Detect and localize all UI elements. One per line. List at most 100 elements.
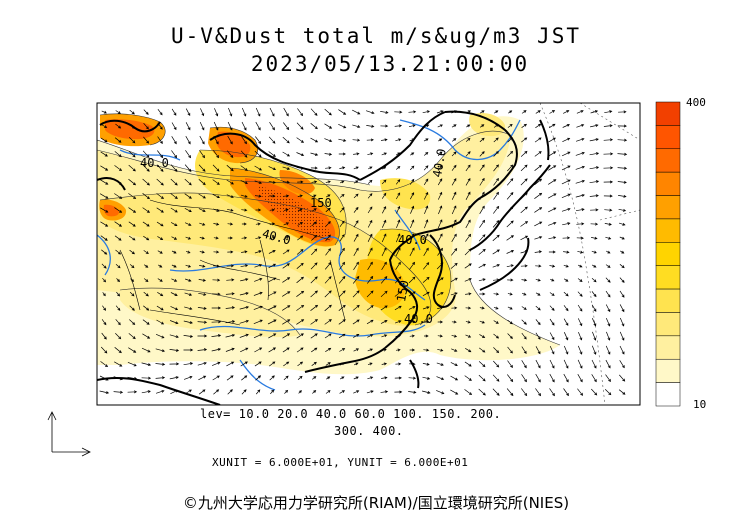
wind-arrow [213, 121, 219, 131]
wind-arrow [171, 236, 178, 240]
wind-arrow [548, 221, 557, 226]
wind-arrow [603, 152, 614, 156]
wind-arrow [127, 390, 138, 394]
wind-arrow [563, 264, 569, 268]
wind-arrow [352, 275, 360, 284]
wind-arrow [422, 306, 430, 310]
wind-arrow [423, 320, 430, 324]
wind-arrow [352, 304, 360, 311]
wind-arrow [353, 247, 359, 256]
wind-arrow [493, 306, 499, 310]
wind-arrow [492, 374, 500, 382]
wind-arrow [506, 249, 515, 254]
wind-arrow [100, 346, 108, 354]
wind-arrow [520, 250, 529, 254]
lat-lon-grid [539, 103, 640, 405]
wind-arrow [353, 261, 359, 270]
wind-arrow [353, 220, 359, 228]
wind-arrow [423, 262, 430, 270]
wind-arrow [424, 205, 429, 215]
wind-arrow [395, 348, 401, 352]
wind-arrow [591, 264, 597, 268]
wind-arrow [185, 250, 191, 254]
wind-arrow [605, 359, 611, 369]
wind-arrow [589, 166, 600, 170]
wind-arrow [171, 250, 177, 254]
wind-arrow [380, 320, 388, 324]
wind-arrow [520, 178, 528, 186]
wind-arrow [155, 362, 166, 366]
wind-arrow [451, 320, 457, 324]
wind-arrow [409, 192, 415, 200]
wind-arrow [423, 191, 429, 200]
wind-arrow [492, 388, 500, 396]
wind-arrow [311, 221, 317, 227]
wind-arrow [253, 291, 263, 296]
contour-levels-line2: 300. 400. [334, 424, 404, 438]
wind-arrow [605, 277, 611, 283]
wind-arrow [478, 388, 486, 396]
wind-arrow [422, 390, 431, 394]
wind-arrow [465, 306, 472, 310]
wind-arrow [549, 388, 555, 397]
wind-arrow [155, 376, 166, 380]
wind-arrow [381, 219, 387, 228]
wind-arrow [338, 290, 346, 298]
wind-arrow [493, 360, 500, 368]
wind-arrow [338, 319, 346, 325]
wind-arrow [143, 264, 149, 268]
wind-arrow [451, 151, 457, 157]
rivers [97, 119, 521, 391]
wind-arrow [200, 108, 205, 117]
wind-arrow [451, 219, 457, 229]
wind-arrow [506, 192, 514, 200]
wind-arrow [561, 165, 571, 171]
wind-arrow [367, 261, 373, 270]
wind-arrow [114, 361, 123, 367]
wind-arrow [212, 208, 220, 212]
wind-arrow [157, 236, 164, 240]
wind-arrow [184, 389, 192, 395]
wind-arrow [143, 278, 149, 282]
wind-arrow [619, 290, 625, 298]
wind-arrow [465, 151, 471, 157]
wind-arrow [506, 220, 514, 228]
province-boundaries [119, 199, 346, 326]
wind-arrow [240, 165, 248, 171]
wind-arrow [521, 319, 527, 325]
wind-arrow [338, 275, 346, 284]
wind-arrow [198, 389, 206, 395]
wind-arrow [297, 194, 303, 198]
wind-arrow [451, 306, 458, 310]
wind-arrow [605, 374, 611, 382]
wind-arrow [437, 164, 443, 171]
wind-arrow [324, 108, 332, 116]
wind-arrow [479, 124, 485, 128]
wind-arrow [617, 166, 628, 170]
wind-arrow [438, 205, 443, 215]
wind-arrow [239, 319, 250, 324]
wind-arrow [155, 333, 165, 339]
wind-arrow [239, 333, 249, 338]
wind-arrow [563, 345, 569, 355]
wind-arrow [157, 250, 163, 254]
wind-arrow [142, 207, 150, 213]
wind-arrow [521, 306, 527, 310]
wind-arrow [240, 361, 248, 367]
wind-arrow [466, 124, 471, 128]
wind-arrow [227, 208, 234, 212]
wind-arrow [493, 292, 500, 296]
wind-arrow [296, 276, 304, 284]
wind-arrow [577, 250, 584, 254]
wind-arrow [451, 334, 458, 338]
wind-arrow [353, 206, 359, 213]
wind-arrow [436, 110, 444, 114]
wind-arrow [143, 250, 149, 255]
wind-arrow [339, 220, 345, 228]
wind-arrow [575, 208, 585, 212]
wind-arrow [143, 109, 149, 115]
wind-arrow [297, 361, 304, 367]
wind-arrow [549, 345, 555, 355]
wind-arrow [170, 193, 178, 199]
wind-arrow [366, 290, 374, 298]
